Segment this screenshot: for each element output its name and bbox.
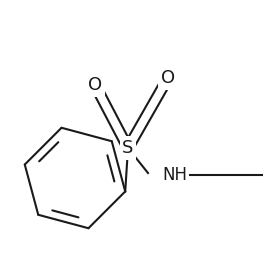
Text: NH: NH: [162, 166, 187, 184]
Text: O: O: [161, 69, 175, 87]
Text: S: S: [122, 139, 134, 157]
Text: O: O: [88, 76, 102, 94]
